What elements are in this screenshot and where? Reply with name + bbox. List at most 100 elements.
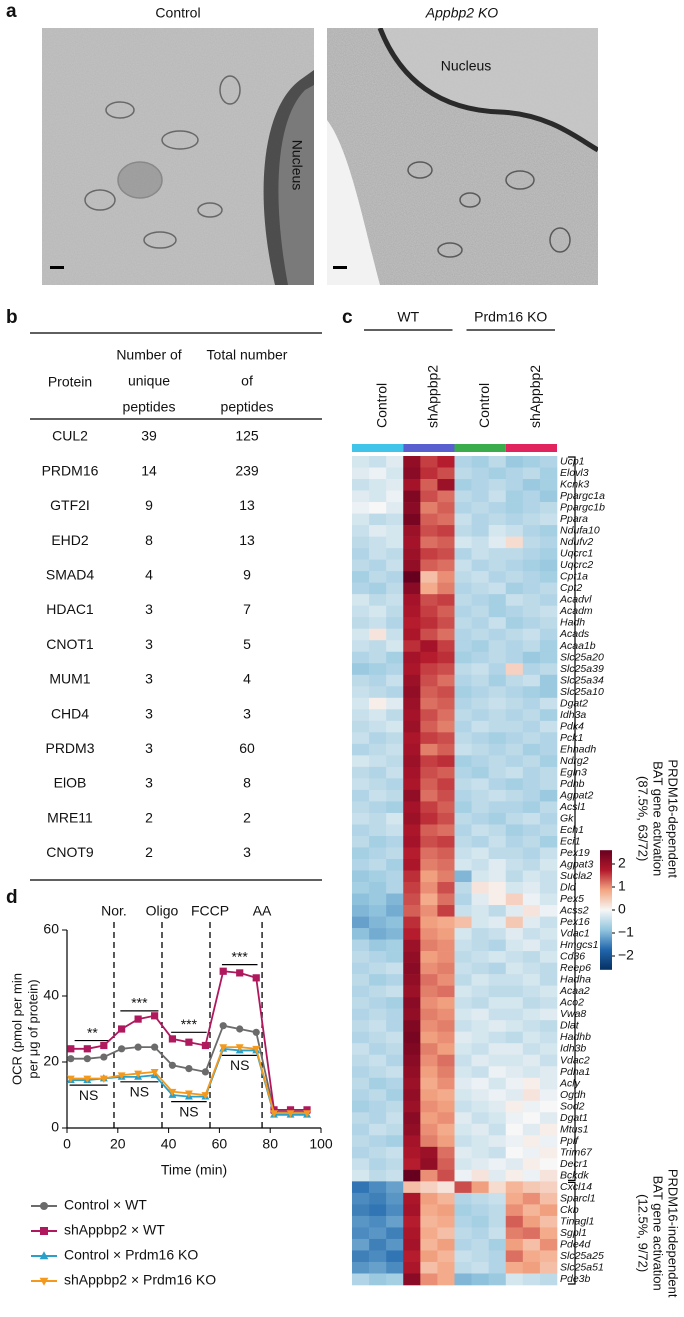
heatmap-cell [539, 1123, 558, 1136]
heatmap-cell [488, 1112, 507, 1125]
heatmap-cell [437, 674, 455, 687]
heatmap-cell [488, 513, 507, 526]
heatmap-cell [539, 801, 558, 814]
heatmap-cell [369, 686, 387, 699]
heatmap-cell [437, 1077, 455, 1090]
table-cell: 2 [243, 809, 251, 825]
heatmap-cell [403, 1031, 421, 1044]
table-header: Protein [48, 374, 92, 390]
heatmap-cell [539, 1043, 558, 1056]
heatmap-cell [539, 502, 558, 514]
heatmap-cell [437, 893, 455, 906]
heatmap-cell [539, 1158, 558, 1171]
heatmap-cell [488, 1169, 507, 1182]
heatmap-cell [505, 1158, 524, 1171]
heatmap-cell [437, 732, 455, 745]
heatmap-cell [403, 709, 421, 722]
heatmap-cell [437, 1066, 455, 1079]
heatmap-cell [488, 732, 507, 745]
heatmap-cell [420, 582, 438, 595]
heatmap-cell [522, 1146, 541, 1159]
heatmap-cell [454, 1112, 472, 1125]
heatmap-cell [488, 997, 507, 1009]
heatmap-cell [522, 812, 541, 825]
point [83, 1075, 92, 1083]
heatmap-cell [471, 743, 489, 756]
heatmap-cell [454, 870, 472, 883]
heatmap-cell [471, 502, 489, 514]
heatmap-cell [471, 525, 489, 537]
heatmap-cell [539, 548, 558, 560]
heatmap-cell [386, 974, 404, 986]
legend-label: shAppbp2 × Prdm16 KO [64, 1272, 216, 1288]
heatmap-cell [403, 1181, 421, 1194]
heatmap-cell [488, 1135, 507, 1148]
heatmap-cell [420, 697, 438, 710]
heatmap-cell [539, 1112, 558, 1125]
point [303, 1106, 311, 1114]
heatmap-cell [471, 812, 489, 825]
heatmap-cell [352, 1123, 370, 1136]
heatmap-cell [352, 789, 370, 802]
heatmap-cell [488, 778, 507, 791]
heatmap-cell [420, 732, 438, 745]
heatmap-cell [454, 743, 472, 756]
heatmap-cell [539, 1181, 558, 1194]
heatmap-cell [386, 858, 404, 871]
heatmap-cell [437, 743, 455, 756]
heatmap-cell [369, 766, 387, 779]
heatmap-cell [539, 766, 558, 779]
heatmap-cell [454, 456, 472, 468]
heatmap-cell [522, 1273, 541, 1286]
heatmap-cell [471, 513, 489, 526]
heatmap-cell [454, 628, 472, 641]
heatmap-cell [369, 628, 387, 641]
point [252, 974, 260, 982]
heatmap-cell [488, 789, 507, 802]
heatmap-cell [352, 467, 370, 480]
heatmap-cell [539, 1192, 558, 1205]
heatmap-cell [420, 951, 438, 963]
point [201, 1041, 210, 1050]
heatmap-cell [403, 490, 421, 503]
heatmap-cell [539, 594, 558, 606]
point [151, 1012, 159, 1020]
condition-label: shAppbp2 [527, 365, 543, 428]
heatmap-cell [369, 720, 387, 733]
table-cell: EHD2 [51, 532, 89, 548]
point [286, 1110, 295, 1118]
heatmap-cell [522, 766, 541, 779]
heatmap-cell [386, 732, 404, 745]
heatmap-cell [505, 1135, 524, 1148]
significance-label: *** [232, 948, 249, 964]
condition-label: Control [476, 383, 492, 428]
heatmap-cell [369, 1250, 387, 1263]
x-tick-label: 0 [63, 1136, 71, 1152]
heatmap-cell [437, 513, 455, 526]
heatmap-cell [437, 720, 455, 733]
heatmap-cell [522, 801, 541, 814]
heatmap-cell [454, 778, 472, 791]
point [219, 967, 227, 975]
heatmap-cell [437, 1261, 455, 1274]
heatmap-cell [539, 962, 558, 975]
heatmap-cell [369, 490, 387, 503]
row-label: Hmgcs1 [560, 939, 599, 951]
heatmap-cell [403, 674, 421, 687]
heatmap-cell [369, 640, 387, 653]
heatmap-cell [454, 766, 472, 779]
heatmap-cell [403, 801, 421, 814]
heatmap-cell [386, 1054, 404, 1067]
table-cell: CHD4 [51, 705, 89, 721]
point [270, 1110, 278, 1118]
heatmap-cell [352, 778, 370, 791]
heatmap-cell [505, 824, 524, 837]
heatmap-cell [437, 766, 455, 779]
heatmap-cell [437, 1031, 455, 1044]
heatmap-cell [369, 1135, 387, 1148]
heatmap-cell [471, 686, 489, 699]
heatmap-cell [488, 893, 507, 906]
heatmap-cell [471, 1215, 489, 1228]
heatmap-cell [386, 1215, 404, 1228]
heatmap-cell [454, 985, 472, 998]
